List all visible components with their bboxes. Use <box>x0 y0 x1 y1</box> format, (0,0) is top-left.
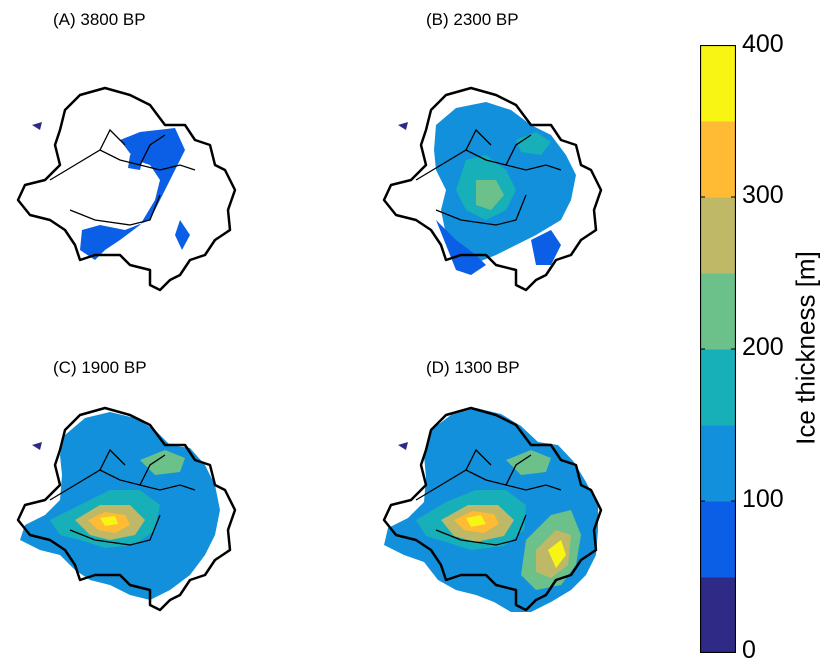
colorbar-tick-300: 300 <box>742 181 784 209</box>
ice-fill <box>20 412 220 600</box>
colorbar-border <box>700 45 736 653</box>
basin-divides <box>49 448 196 546</box>
panel-d-title: (D) 1300 BP <box>426 358 520 377</box>
colorbar-tick-400: 400 <box>742 30 784 58</box>
ice-map-panel-a <box>16 86 237 292</box>
panel-c-title: (C) 1900 BP <box>53 358 147 377</box>
colorbar-tick-0: 0 <box>742 636 756 664</box>
glacier-outline <box>382 86 603 292</box>
colorbar-label: Ice thickness [m] <box>790 251 821 445</box>
colorbar-band <box>700 349 736 426</box>
panel-a-title: (A) 3800 BP <box>53 10 146 29</box>
ice-map-panel-d <box>382 406 603 612</box>
colorbar-band <box>700 273 736 350</box>
ice-fill <box>398 102 576 275</box>
colorbar-band <box>700 121 736 198</box>
colorbar-tick-200: 200 <box>742 333 784 361</box>
panel-b-title: (B) 2300 BP <box>426 10 519 29</box>
glacier-outline <box>16 86 237 292</box>
colorbar-band <box>700 197 736 274</box>
colorbar-band <box>700 577 736 653</box>
basin-divides <box>415 448 562 546</box>
colorbar <box>700 45 736 653</box>
colorbar-band <box>700 425 736 502</box>
basin-divides <box>49 128 196 226</box>
glacier-outline <box>16 406 237 612</box>
ice-map-panel-c <box>16 406 237 612</box>
colorbar-band <box>700 501 736 578</box>
glacier-outline <box>382 406 603 612</box>
basin-divides <box>415 128 562 226</box>
colorbar-band <box>700 45 736 122</box>
ice-map-panel-b <box>382 86 603 292</box>
colorbar-tick-100: 100 <box>742 485 784 513</box>
